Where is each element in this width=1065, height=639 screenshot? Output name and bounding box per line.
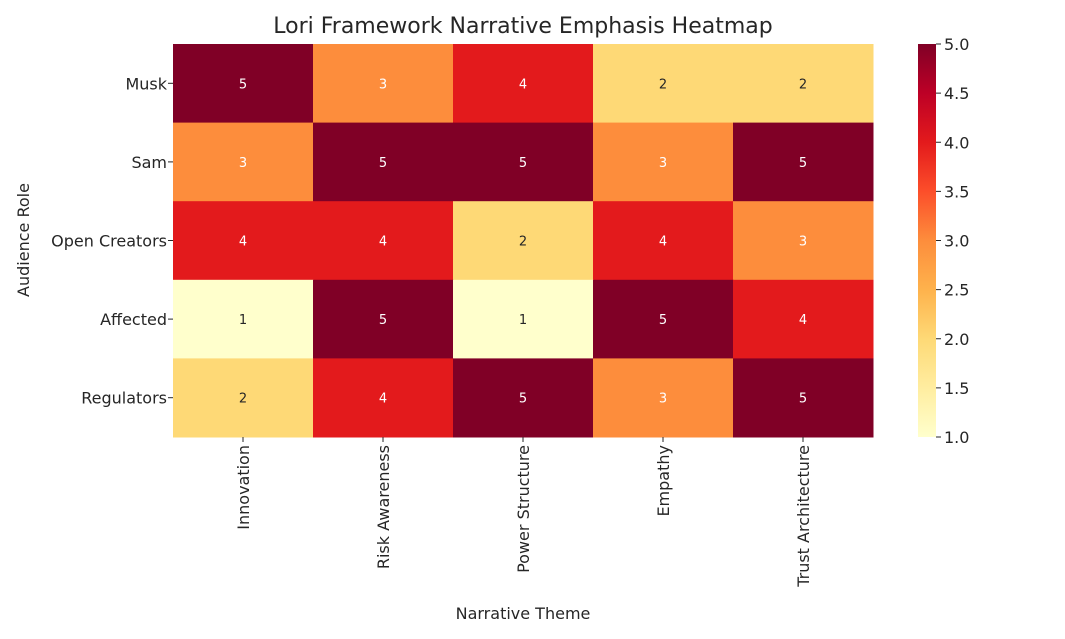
cell-value-label: 4 xyxy=(519,77,527,92)
heatmap-cell xyxy=(453,358,594,438)
cell-value-label: 1 xyxy=(239,313,247,328)
cell-value-label: 4 xyxy=(379,392,387,407)
heatmap-cell xyxy=(173,201,314,281)
heatmap-cell xyxy=(173,44,314,124)
cell-value-label: 4 xyxy=(379,235,387,250)
cell-value-label: 3 xyxy=(379,77,387,92)
heatmap-cell xyxy=(593,279,734,359)
y-tick-label: Open Creators xyxy=(51,232,167,251)
colorbar-tick-label: 2.0 xyxy=(944,330,969,349)
chart-title: Lori Framework Narrative Emphasis Heatma… xyxy=(273,14,772,39)
heatmap-cell xyxy=(593,44,734,124)
heatmap-cell xyxy=(173,122,314,202)
colorbar-tick-label: 1.5 xyxy=(944,379,969,398)
colorbar-tick-label: 3.5 xyxy=(944,182,969,201)
x-tick-label: Innovation xyxy=(234,445,253,530)
heatmap-cell xyxy=(593,201,734,281)
x-axis-label: Narrative Theme xyxy=(456,604,591,623)
cell-value-label: 2 xyxy=(659,77,667,92)
heatmap-cell xyxy=(313,44,454,124)
colorbar-tick-label: 4.0 xyxy=(944,133,969,152)
colorbar-tick-label: 3.0 xyxy=(944,232,969,251)
heatmap-cell xyxy=(313,201,454,281)
heatmap-cell xyxy=(453,44,594,124)
y-tick-label: Musk xyxy=(125,74,167,93)
cell-value-label: 2 xyxy=(519,235,527,250)
heatmap-cell xyxy=(593,122,734,202)
heatmap-cell xyxy=(173,279,314,359)
x-axis-ticks: Innovation Risk Awareness Power Structure E… xyxy=(234,437,813,588)
x-tick-label: Trust Architecture xyxy=(794,445,813,588)
cell-value-label: 3 xyxy=(239,156,247,171)
cell-value-label: 5 xyxy=(239,77,247,92)
heatmap-cell xyxy=(733,201,874,281)
heatmap-cell xyxy=(453,201,594,281)
colorbar-ticks: 1.0 1.5 2.0 2.5 3.0 3.5 4.0 4.5 5.0 xyxy=(936,35,969,447)
colorbar-tick-label: 4.5 xyxy=(944,84,969,103)
cell-value-label: 5 xyxy=(659,313,667,328)
x-tick-label: Risk Awareness xyxy=(374,445,393,569)
x-tick-label: Empathy xyxy=(654,445,673,517)
heatmap-cell xyxy=(733,279,874,359)
heatmap-cell-labels: 5 3 4 2 2 3 5 5 3 5 4 4 2 4 3 1 5 1 5 4 2 4 5 3 5 xyxy=(239,77,807,406)
cell-value-label: 5 xyxy=(519,392,527,407)
cell-value-label: 4 xyxy=(799,313,807,328)
cell-value-label: 2 xyxy=(239,392,247,407)
cell-value-label: 5 xyxy=(799,392,807,407)
heatmap-cells xyxy=(173,44,874,438)
heatmap-cell xyxy=(453,279,594,359)
heatmap-cell xyxy=(313,358,454,438)
y-tick-label: Affected xyxy=(100,310,167,329)
cell-value-label: 3 xyxy=(799,235,807,250)
cell-value-label: 5 xyxy=(379,313,387,328)
heatmap-cell xyxy=(733,44,874,124)
colorbar-gradient xyxy=(918,44,936,437)
cell-value-label: 3 xyxy=(659,392,667,407)
cell-value-label: 4 xyxy=(239,235,247,250)
heatmap-cell xyxy=(733,122,874,202)
cell-value-label: 5 xyxy=(379,156,387,171)
cell-value-label: 1 xyxy=(519,313,527,328)
heatmap-cell xyxy=(453,122,594,202)
y-axis-label: Audience Role xyxy=(14,183,33,297)
cell-value-label: 3 xyxy=(659,156,667,171)
x-tick-label: Power Structure xyxy=(514,445,533,573)
heatmap-cell xyxy=(733,358,874,438)
y-axis-ticks: Musk Sam Open Creators Affected Regulators xyxy=(51,74,173,408)
heatmap-cell xyxy=(593,358,734,438)
cell-value-label: 4 xyxy=(659,235,667,250)
y-tick-label: Sam xyxy=(131,153,167,172)
heatmap-cell xyxy=(313,122,454,202)
y-tick-label: Regulators xyxy=(81,389,167,408)
heatmap-cell xyxy=(313,279,454,359)
heatmap-cell xyxy=(173,358,314,438)
colorbar-tick-label: 5.0 xyxy=(944,35,969,54)
colorbar: 1.0 1.5 2.0 2.5 3.0 3.5 4.0 4.5 5.0 xyxy=(918,35,969,447)
colorbar-tick-label: 2.5 xyxy=(944,281,969,300)
cell-value-label: 2 xyxy=(799,77,807,92)
colorbar-tick-label: 1.0 xyxy=(944,428,969,447)
cell-value-label: 5 xyxy=(799,156,807,171)
cell-value-label: 5 xyxy=(519,156,527,171)
